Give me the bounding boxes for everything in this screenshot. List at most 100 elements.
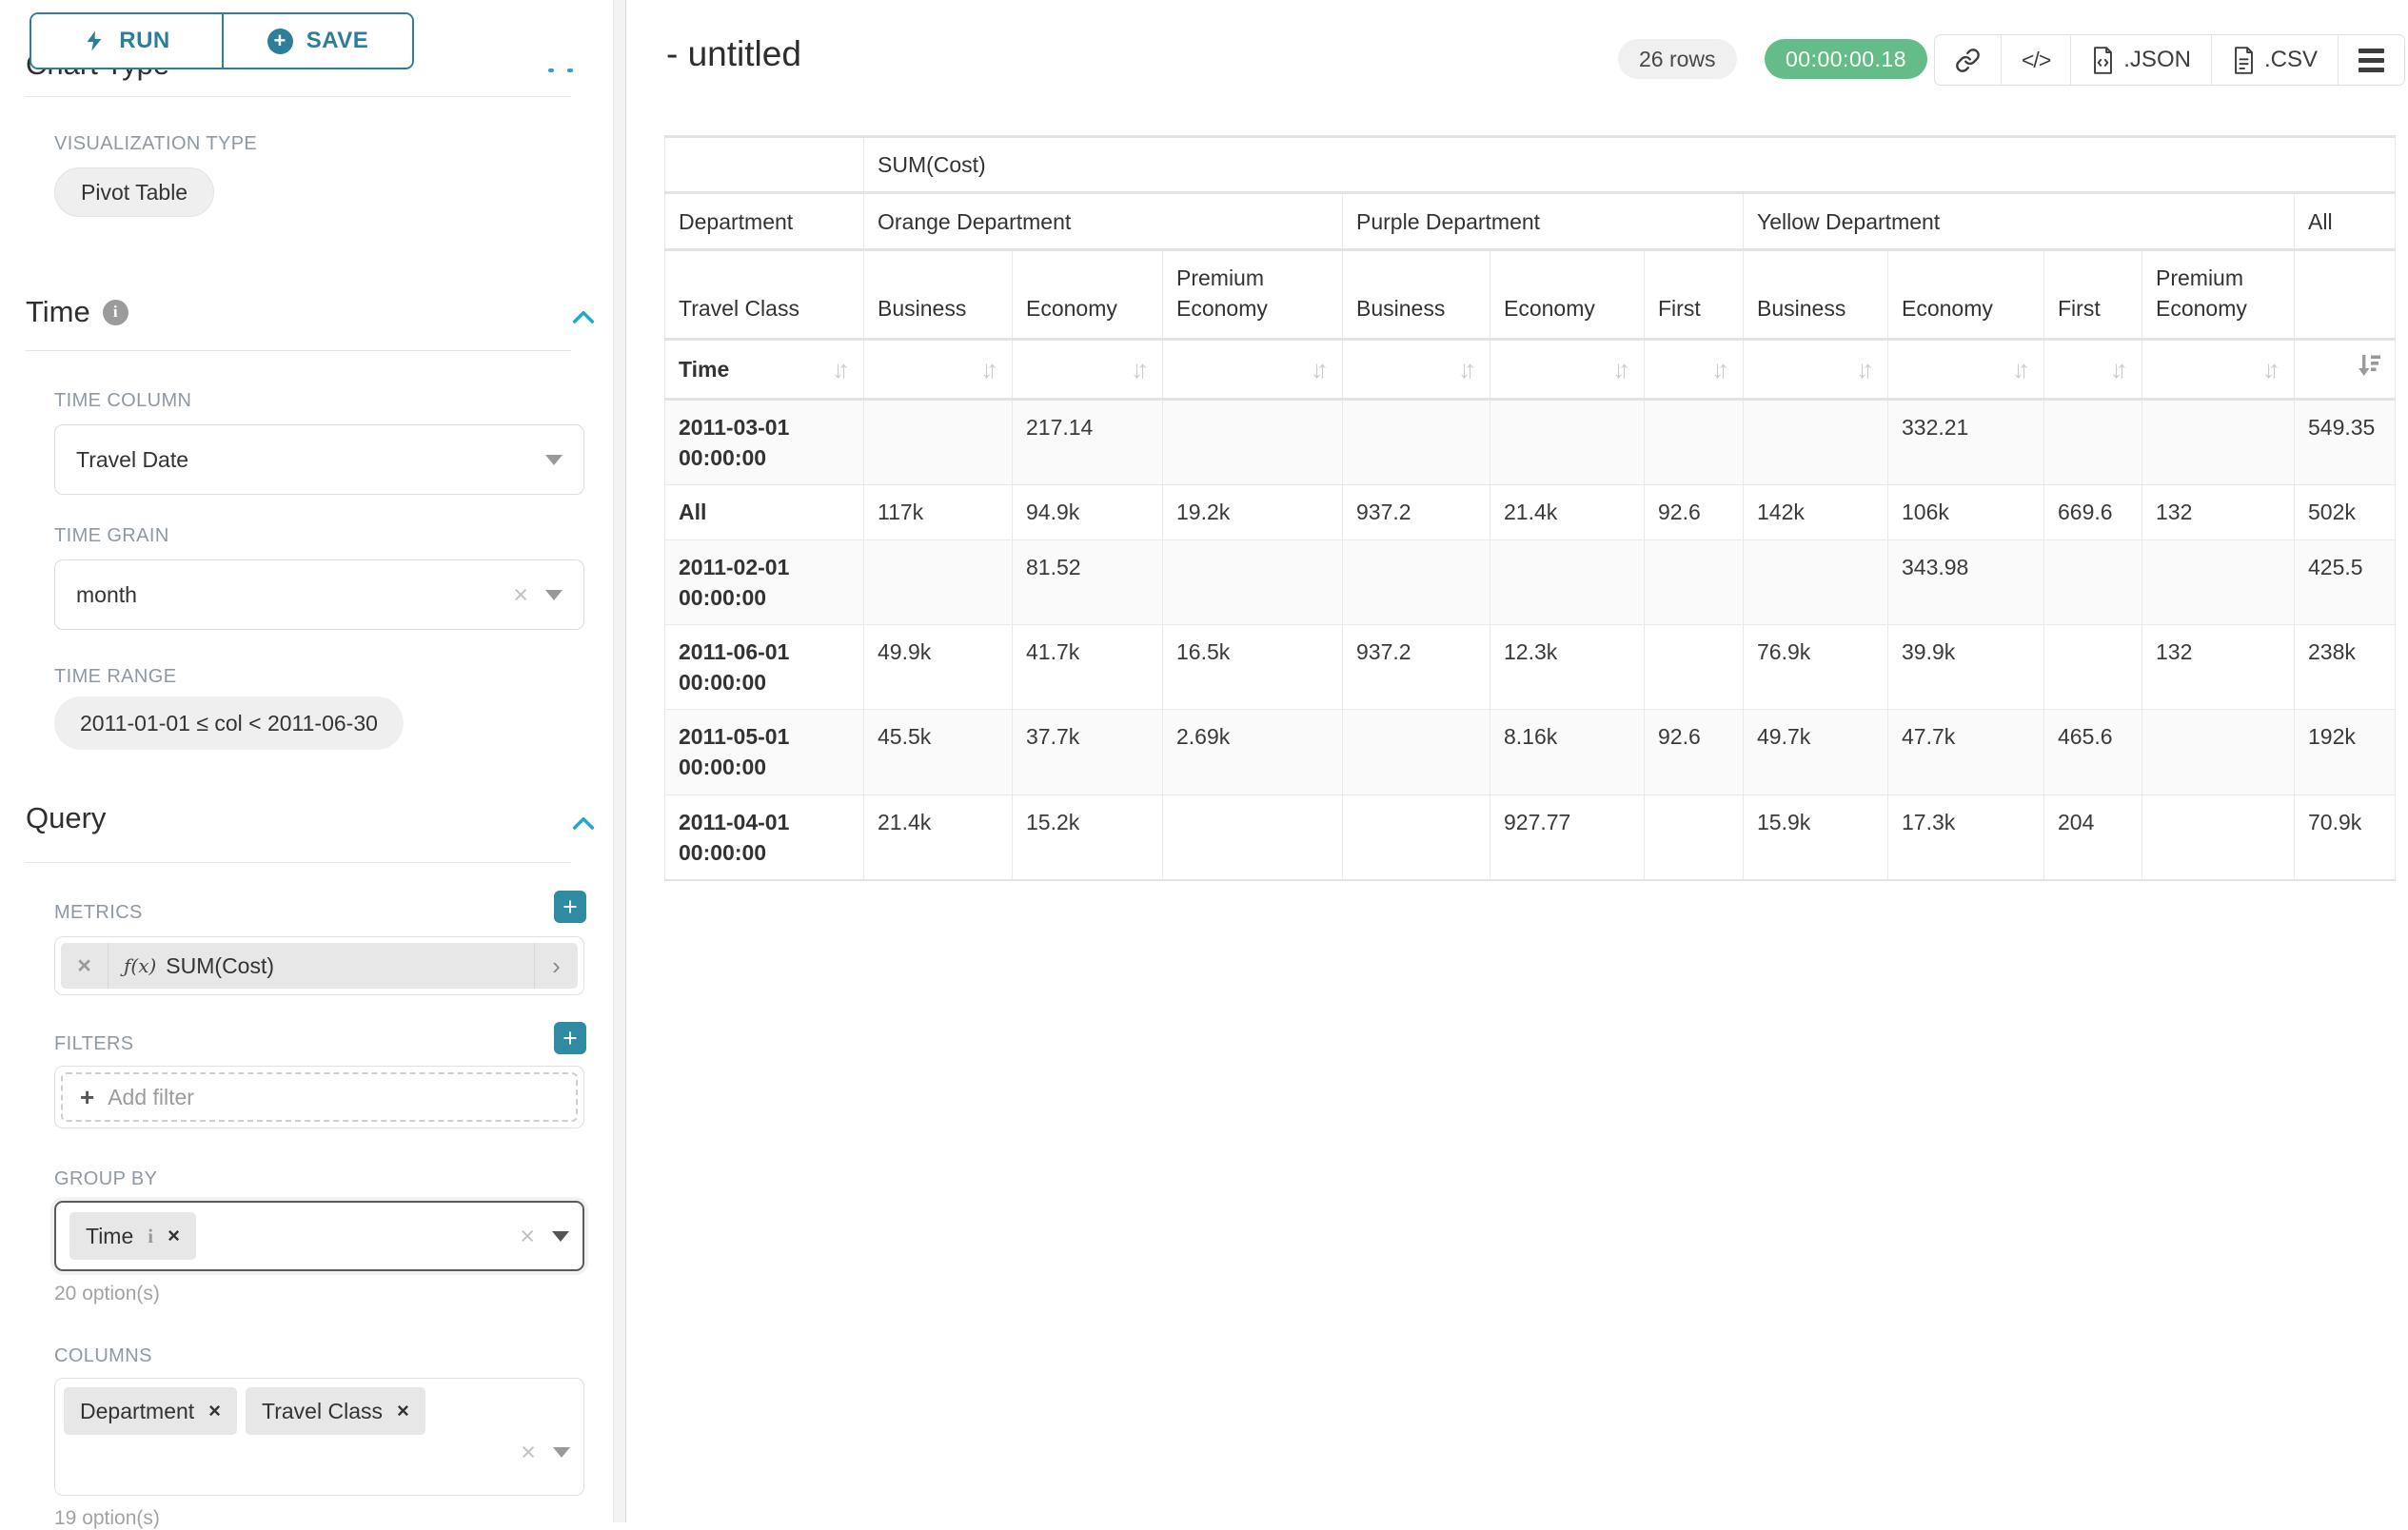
remove-tag-icon[interactable]: ×	[208, 1399, 221, 1423]
viz-type-pill[interactable]: Pivot Table	[54, 167, 214, 217]
export-csv-button[interactable]: .CSV	[2211, 35, 2338, 85]
embed-code-button[interactable]: </>	[2001, 35, 2070, 85]
row-header-cell: 2011-02-01 00:00:00	[665, 539, 864, 624]
remove-metric-icon[interactable]: ×	[61, 943, 109, 989]
clear-icon[interactable]: ×	[503, 1438, 553, 1467]
row-header-cell: 2011-05-01 00:00:00	[665, 710, 864, 794]
run-button[interactable]: RUN	[31, 14, 222, 68]
add-filter-placeholder: Add filter	[108, 1085, 194, 1110]
query-section-header[interactable]: Query	[26, 801, 106, 835]
time-range-pill[interactable]: 2011-01-01 ≤ col < 2011-06-30	[54, 696, 404, 750]
metrics-label: METRICS	[54, 902, 143, 924]
sort-icon[interactable]: ↓↑	[980, 355, 998, 383]
metric-name-label: SUM(Cost)	[166, 953, 274, 979]
dept-group-cell: Yellow Department	[1744, 193, 2295, 250]
chevron-up-icon[interactable]	[568, 809, 599, 839]
value-cell	[1490, 399, 1645, 484]
column-info-icon[interactable]: i	[148, 1225, 153, 1248]
value-cell: 425.5	[2295, 539, 2396, 624]
group-by-tag-time[interactable]: Time i ×	[69, 1212, 196, 1260]
value-cell: 81.52	[1013, 539, 1163, 624]
add-filter-dropzone[interactable]: + Add filter	[61, 1072, 578, 1122]
class-header-empty-cell	[2295, 250, 2396, 339]
sort-cell: ↓↑	[1744, 339, 1888, 399]
columns-select[interactable]: Department × Travel Class × ×	[54, 1378, 584, 1496]
value-cell	[2142, 399, 2295, 484]
export-json-button[interactable]: .JSON	[2070, 35, 2211, 85]
query-timer-badge: 00:00:00.18	[1765, 39, 1927, 79]
sort-cell: ↓↑	[1888, 339, 2044, 399]
sort-icon[interactable]: ↓↑	[2110, 355, 2128, 383]
time-section-title: Time	[26, 295, 90, 329]
filters-control: + Add filter	[54, 1066, 584, 1128]
value-cell: 19.2k	[1163, 485, 1343, 539]
accent-dot	[567, 69, 573, 72]
time-column-value: Travel Date	[76, 447, 545, 473]
value-cell: 17.3k	[1888, 794, 2044, 880]
info-icon[interactable]: i	[103, 300, 128, 325]
row-header-cell: 2011-06-01 00:00:00	[665, 624, 864, 709]
sort-icon[interactable]: ↓↑	[1711, 355, 1729, 383]
metric-item[interactable]: × ƒ(x) SUM(Cost) ›	[61, 943, 578, 989]
value-cell: 669.6	[2044, 485, 2142, 539]
sort-icon[interactable]: ↓↑	[2262, 355, 2280, 383]
value-cell: 106k	[1888, 485, 2044, 539]
value-cell: 204	[2044, 794, 2142, 880]
value-cell	[1343, 710, 1490, 794]
row-header-cell: 2011-03-01 00:00:00	[665, 399, 864, 484]
hamburger-icon	[2359, 49, 2384, 72]
columns-tag-department[interactable]: Department ×	[64, 1387, 237, 1435]
columns-options-hint: 19 option(s)	[54, 1507, 160, 1530]
row-count-badge: 26 rows	[1618, 39, 1737, 79]
remove-tag-icon[interactable]: ×	[397, 1399, 409, 1423]
sort-icon[interactable]: ↓↑	[1311, 355, 1329, 383]
value-cell: 937.2	[1343, 624, 1490, 709]
control-panel: Chart Type RUN + SAVE VISUALIZATION TYPE…	[0, 0, 626, 1522]
time-grain-select[interactable]: month ×	[54, 559, 584, 630]
time-section-header[interactable]: Time i	[26, 295, 128, 329]
remove-tag-icon[interactable]: ×	[168, 1224, 180, 1248]
sort-icon[interactable]: ↓↑	[2012, 355, 2030, 383]
sort-icon[interactable]: ↓↑	[1612, 355, 1630, 383]
dept-group-cell: Purple Department	[1343, 193, 1744, 250]
file-lines-icon	[2232, 47, 2256, 74]
menu-button[interactable]	[2338, 35, 2404, 85]
time-range-label: TIME RANGE	[54, 666, 176, 688]
plus-icon: +	[80, 1083, 94, 1112]
clear-icon[interactable]: ×	[496, 580, 545, 610]
columns-tag-travel-class[interactable]: Travel Class ×	[246, 1387, 425, 1435]
value-cell: 238k	[2295, 624, 2396, 709]
chevron-up-icon[interactable]	[568, 303, 599, 333]
group-by-select[interactable]: Time i × ×	[54, 1201, 584, 1271]
clear-icon[interactable]: ×	[503, 1222, 552, 1251]
sort-icon[interactable]: ↓↑	[1131, 355, 1149, 383]
all-column-cell: All	[2295, 193, 2396, 250]
add-metric-button[interactable]: +	[554, 891, 586, 923]
add-filter-button[interactable]: +	[554, 1022, 586, 1054]
sort-icon[interactable]: ↓↑	[832, 352, 850, 386]
sort-icon[interactable]: ↓↑	[1856, 355, 1874, 383]
save-button[interactable]: + SAVE	[222, 14, 412, 68]
value-cell	[1645, 794, 1744, 880]
value-cell: 192k	[2295, 710, 2396, 794]
metric-header-row: SUM(Cost)	[665, 137, 2396, 193]
value-cell	[2044, 624, 2142, 709]
pivot-table: SUM(Cost) Department Orange Department P…	[664, 135, 2396, 881]
caret-down-icon	[553, 1447, 570, 1458]
sidebar-scrollbar-track[interactable]	[613, 0, 625, 1522]
section-divider	[26, 96, 571, 97]
export-toolbar: </> .JSON .CSV	[1934, 34, 2405, 86]
time-grain-label: TIME GRAIN	[54, 525, 169, 547]
time-column-select[interactable]: Travel Date	[54, 424, 584, 495]
chevron-right-icon[interactable]: ›	[534, 943, 578, 989]
chart-title[interactable]: - untitled	[666, 34, 801, 74]
value-cell	[1343, 539, 1490, 624]
copy-link-button[interactable]	[1935, 35, 2001, 85]
sort-icon[interactable]: ↓↑	[1458, 355, 1476, 383]
sort-descending-active-icon[interactable]	[2356, 353, 2381, 378]
sort-cell: ↓↑	[1645, 339, 1744, 399]
group-by-options-hint: 20 option(s)	[54, 1283, 160, 1305]
